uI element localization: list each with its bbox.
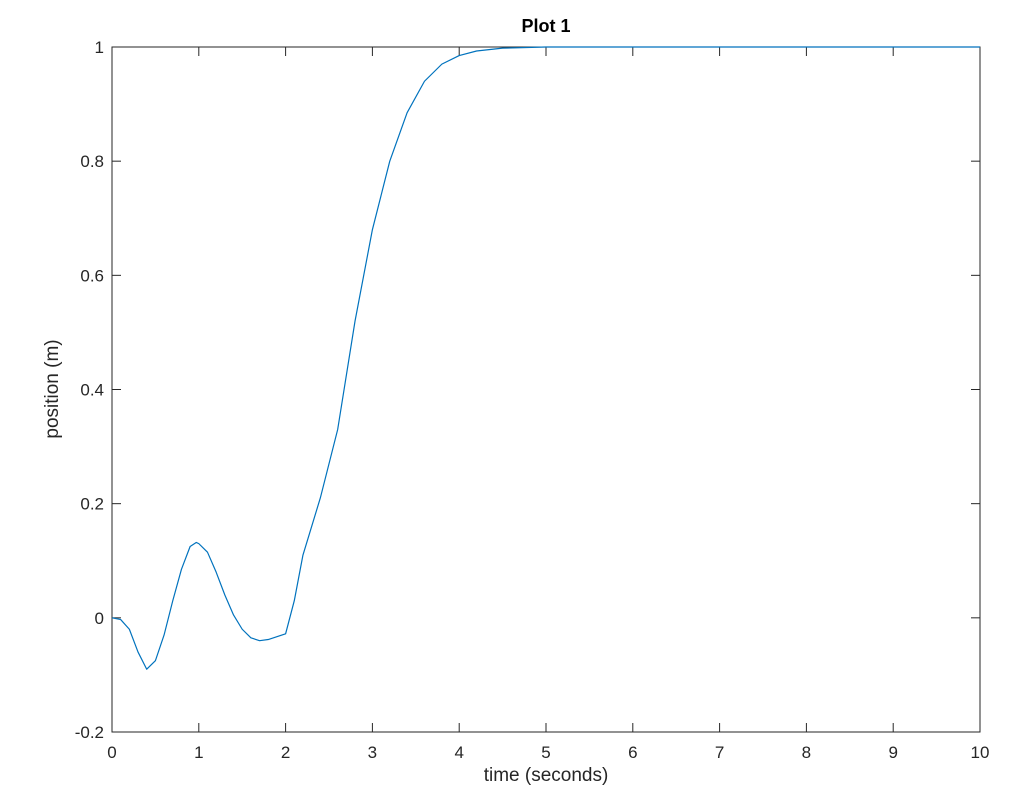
chart-title: Plot 1 — [521, 16, 570, 36]
x-tick-label: 6 — [628, 743, 637, 762]
y-tick-label: 0.2 — [80, 495, 104, 514]
x-tick-label: 8 — [802, 743, 811, 762]
y-tick-label: 1 — [95, 38, 104, 57]
x-tick-label: 3 — [368, 743, 377, 762]
y-axis-label: position (m) — [42, 339, 63, 438]
y-tick-label: 0.8 — [80, 152, 104, 171]
x-tick-label: 9 — [888, 743, 897, 762]
x-tick-label: 1 — [194, 743, 203, 762]
y-tick-label: 0 — [95, 609, 104, 628]
y-tick-label: 0.6 — [80, 266, 104, 285]
x-tick-label: 5 — [541, 743, 550, 762]
x-tick-label: 7 — [715, 743, 724, 762]
x-tick-label: 4 — [454, 743, 463, 762]
plot-box — [111, 46, 981, 733]
x-tick-label: 10 — [971, 743, 990, 762]
y-tick-label: -0.2 — [75, 723, 104, 742]
x-axis-label: time (seconds) — [484, 765, 609, 786]
x-tick-label: 0 — [107, 743, 116, 762]
data-line — [111, 46, 980, 670]
x-tick-label: 2 — [281, 743, 290, 762]
y-tick-label: 0.4 — [80, 381, 104, 400]
